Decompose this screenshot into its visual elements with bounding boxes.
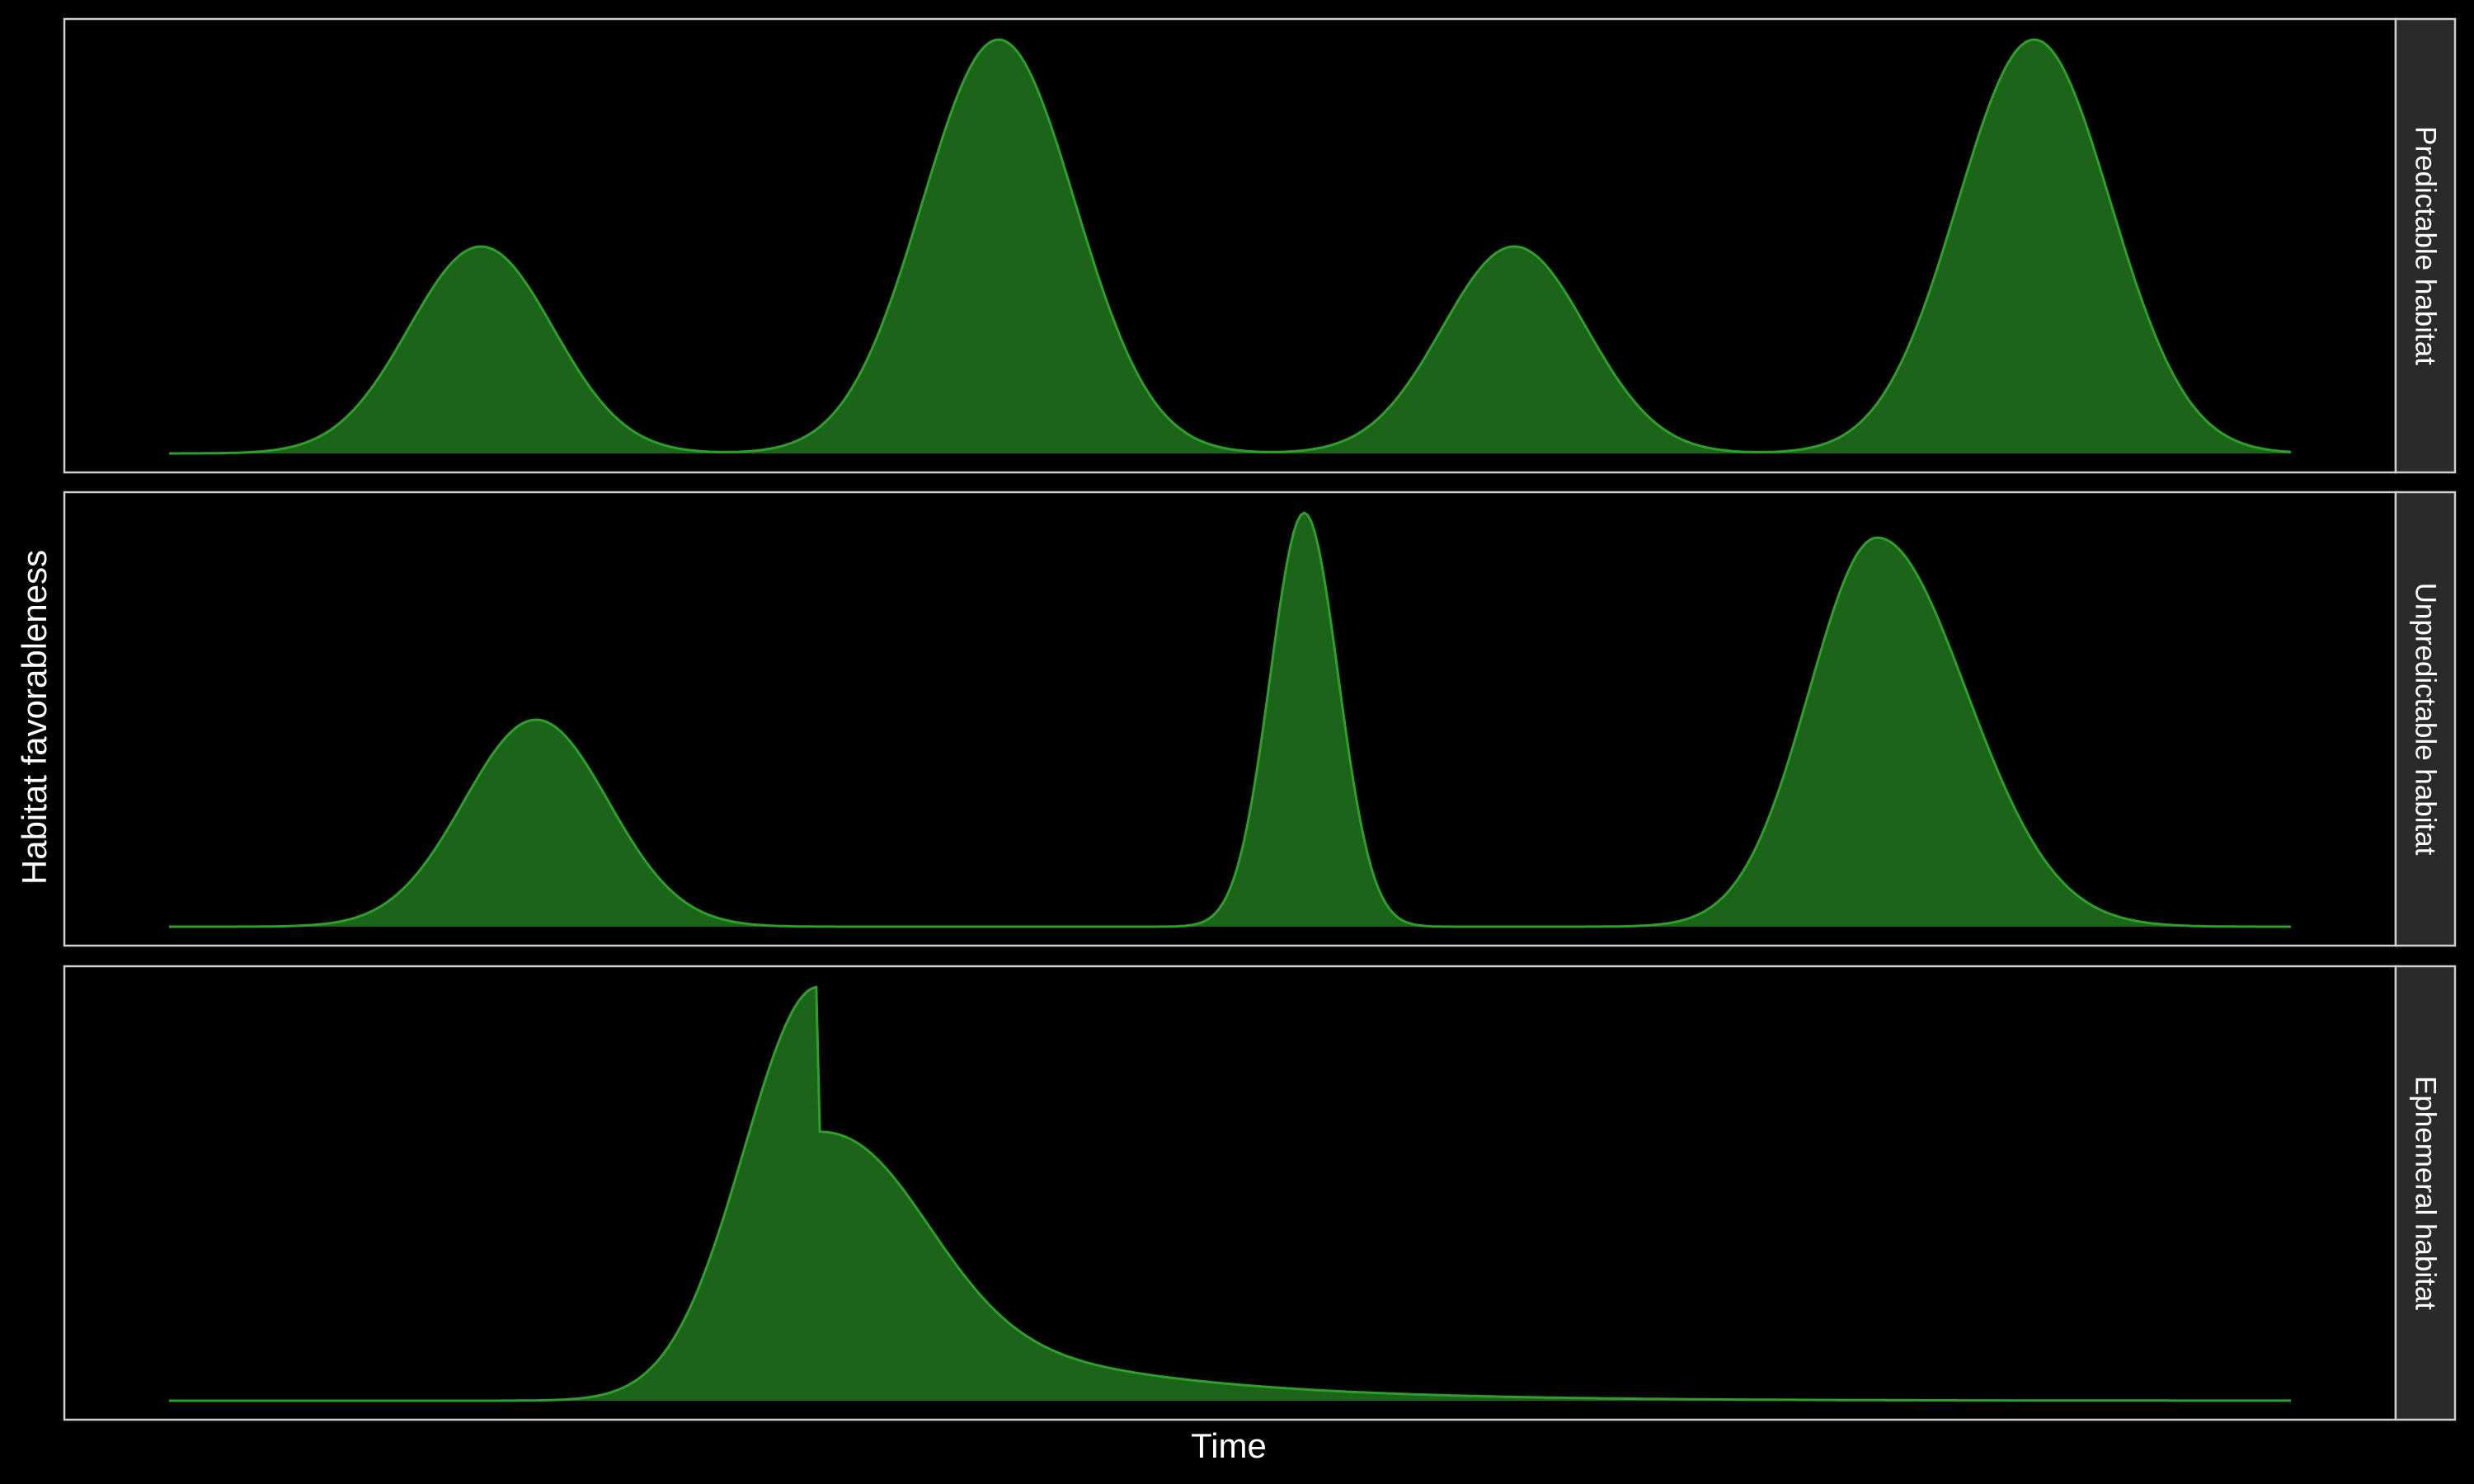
- panel-frame: [63, 965, 2397, 1421]
- area-fill: [169, 987, 2291, 1401]
- area-line: [169, 38, 2292, 455]
- area-line: [169, 511, 2291, 928]
- area-fill: [169, 40, 2291, 453]
- facet-panel: Predictable habitat: [63, 17, 2457, 474]
- facet-strip-label: Predictable habitat: [2410, 126, 2442, 365]
- area-fill: [169, 513, 2291, 927]
- facet-strip-label: Ephemeral habitat: [2410, 1076, 2442, 1310]
- panels-layer: Predictable habitat Unpredictable habitat…: [63, 17, 2457, 1421]
- facet-strip-label: Unpredictable habitat: [2410, 583, 2442, 856]
- facet-strip: [2394, 491, 2457, 947]
- facet-panel: Ephemeral habitat: [63, 965, 2457, 1421]
- facet-strip: [2394, 965, 2457, 1421]
- area-line: [169, 985, 2291, 1402]
- x-axis-title: Time: [1191, 1426, 1267, 1465]
- facet-strip: [2394, 17, 2457, 474]
- y-axis-title: Habitat favorableness: [15, 550, 54, 885]
- facet-panel: Unpredictable habitat: [63, 491, 2457, 947]
